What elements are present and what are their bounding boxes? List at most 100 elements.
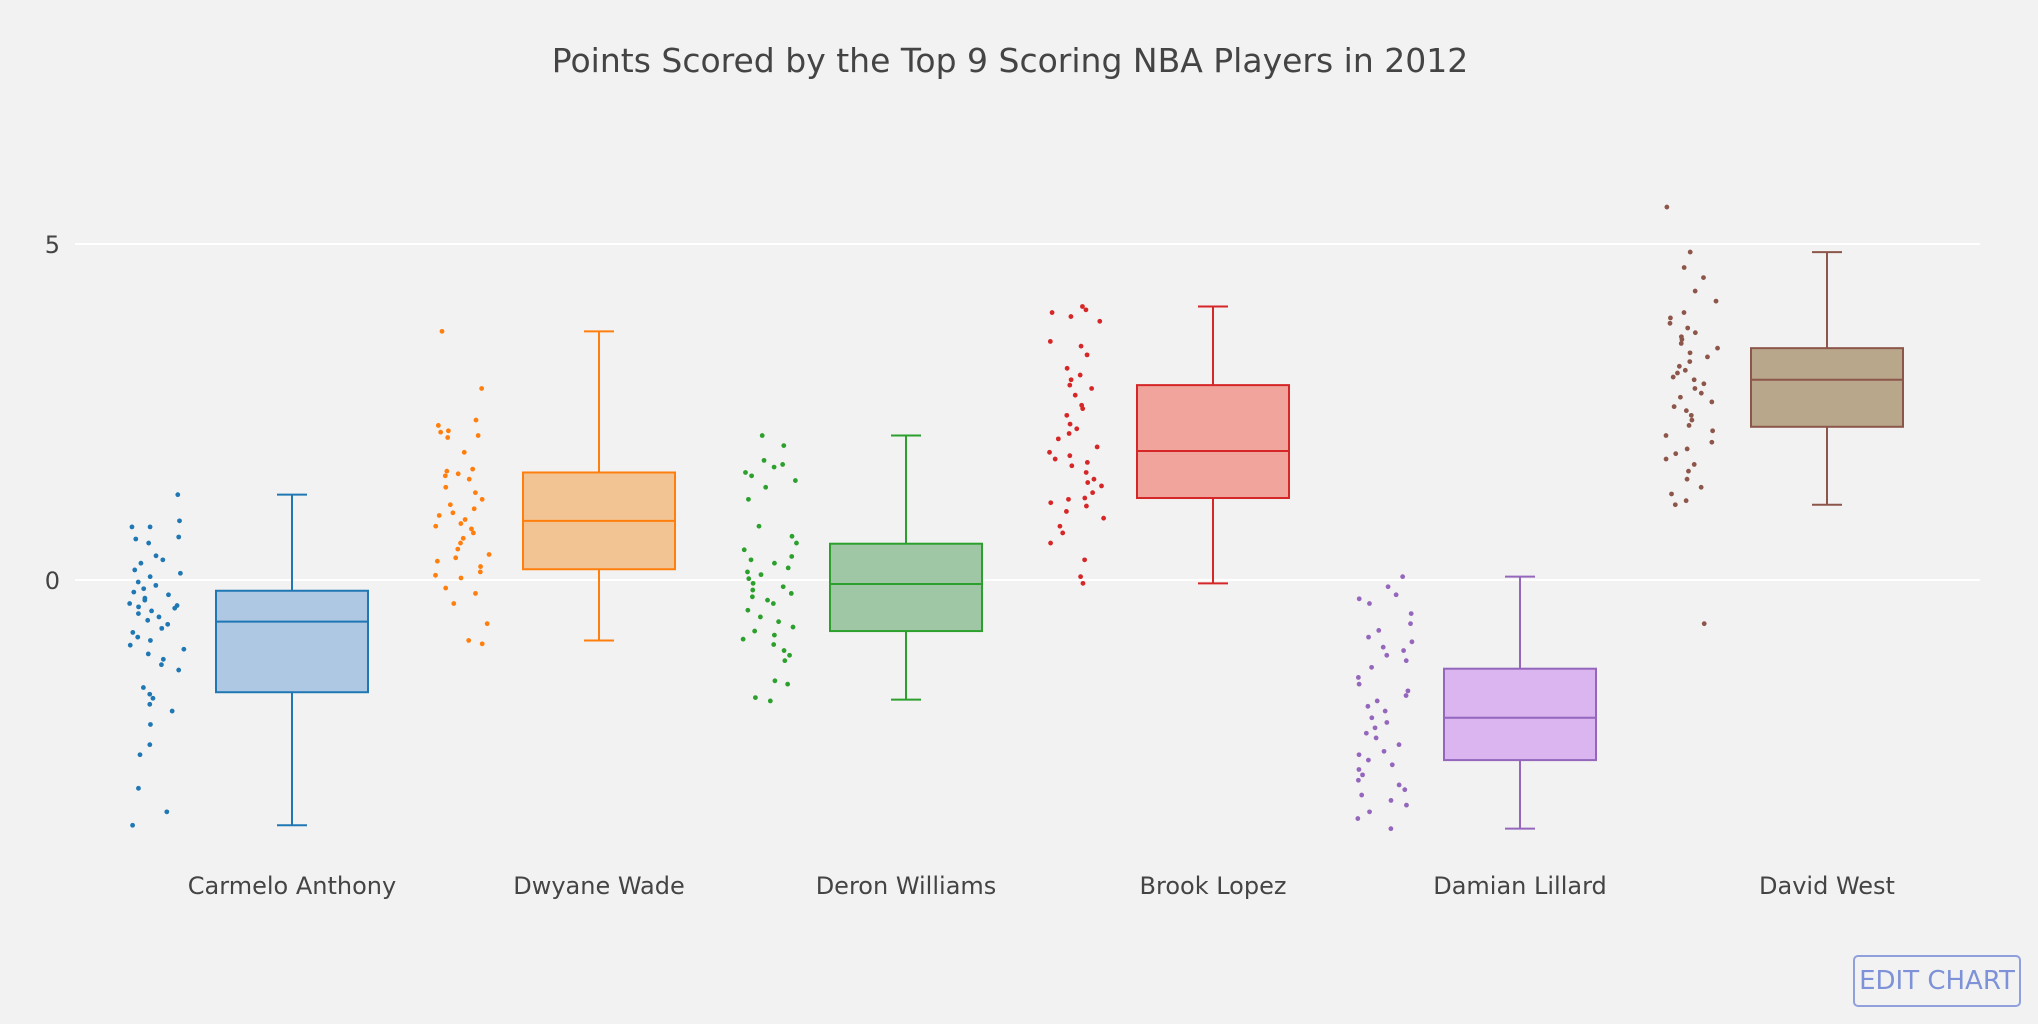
data-point [780, 584, 786, 590]
data-point [1048, 540, 1053, 546]
data-point [788, 591, 794, 596]
data-point [1077, 372, 1083, 378]
data-point [763, 484, 769, 490]
data-point [1356, 767, 1362, 772]
data-point [1090, 490, 1096, 496]
data-point [135, 634, 141, 640]
data-point [164, 809, 170, 815]
data-point [438, 429, 444, 435]
data-point [1688, 412, 1694, 418]
data-point [473, 591, 478, 596]
data-point [1701, 621, 1707, 627]
data-point [470, 530, 476, 536]
data-point [1085, 480, 1091, 485]
data-point [781, 443, 787, 448]
data-point [745, 607, 751, 613]
data-point [1369, 664, 1374, 670]
data-point [455, 546, 461, 552]
data-point [1408, 621, 1413, 627]
data-point [1681, 265, 1687, 270]
data-point [433, 572, 438, 578]
iqr-box [829, 542, 983, 633]
data-point [1083, 470, 1089, 475]
box-damian-lillard [1355, 574, 1597, 832]
data-point [127, 642, 133, 648]
edit-chart-button[interactable]: EDIT CHART [1853, 955, 2021, 1007]
data-point [1715, 345, 1720, 351]
data-point [1388, 826, 1394, 832]
data-point [792, 478, 798, 483]
data-point [1396, 782, 1402, 788]
data-point [1367, 809, 1372, 815]
x-tick-label: Deron Williams [816, 872, 997, 900]
data-point [1097, 318, 1103, 324]
data-point [1683, 498, 1689, 504]
data-point [1687, 350, 1693, 356]
data-point [172, 605, 178, 611]
data-point [136, 611, 141, 616]
data-point [176, 667, 182, 673]
iqr-box [1750, 347, 1904, 428]
data-point [785, 565, 791, 571]
data-point [770, 601, 776, 606]
x-tick-label: David West [1759, 872, 1895, 900]
data-point [756, 523, 762, 529]
data-point [130, 630, 136, 635]
data-point [772, 560, 777, 566]
data-point [433, 523, 439, 529]
iqr-box [215, 589, 369, 694]
data-point [1072, 392, 1078, 398]
data-point [1082, 495, 1088, 501]
data-point [1355, 816, 1361, 821]
x-tick-label: Carmelo Anthony [188, 872, 396, 900]
data-point [1101, 515, 1107, 521]
data-point [1047, 339, 1053, 344]
data-point [473, 417, 479, 423]
data-point [746, 496, 751, 502]
data-point [1686, 423, 1692, 428]
data-point [1064, 509, 1069, 514]
data-point [445, 435, 451, 440]
data-point [479, 641, 485, 647]
data-point [136, 604, 141, 610]
y-tick-label: 5 [45, 231, 60, 259]
data-point [1356, 596, 1362, 602]
data-point [147, 524, 153, 530]
data-point [782, 658, 788, 664]
data-point [1669, 491, 1674, 497]
data-point [450, 510, 456, 516]
data-point [1684, 476, 1690, 482]
box-carmelo-anthony [127, 492, 369, 828]
data-point [1355, 777, 1361, 783]
data-point [1067, 453, 1073, 459]
data-point [1380, 644, 1386, 650]
box-dwyane-wade [433, 328, 676, 647]
data-point [1048, 500, 1054, 506]
data-point [1366, 634, 1371, 640]
data-point [1664, 204, 1670, 210]
data-point [442, 473, 448, 479]
data-point [436, 513, 442, 518]
data-point [1682, 367, 1688, 373]
data-point [1372, 725, 1378, 731]
data-point [1689, 417, 1695, 423]
data-point [1691, 377, 1697, 383]
data-point [127, 601, 133, 606]
data-point [1687, 359, 1693, 364]
data-point [478, 564, 483, 569]
data-point [1363, 730, 1369, 736]
data-point [132, 567, 138, 573]
data-point [1676, 363, 1682, 369]
data-point [1356, 752, 1362, 758]
data-point [750, 587, 756, 593]
data-point [475, 433, 481, 438]
data-point [1078, 574, 1084, 580]
data-point [1670, 374, 1676, 380]
data-point [1084, 460, 1090, 465]
data-point [479, 386, 485, 391]
data-point [446, 428, 451, 434]
data-point [1369, 715, 1375, 721]
data-point [1671, 404, 1677, 410]
data-point [153, 582, 159, 588]
